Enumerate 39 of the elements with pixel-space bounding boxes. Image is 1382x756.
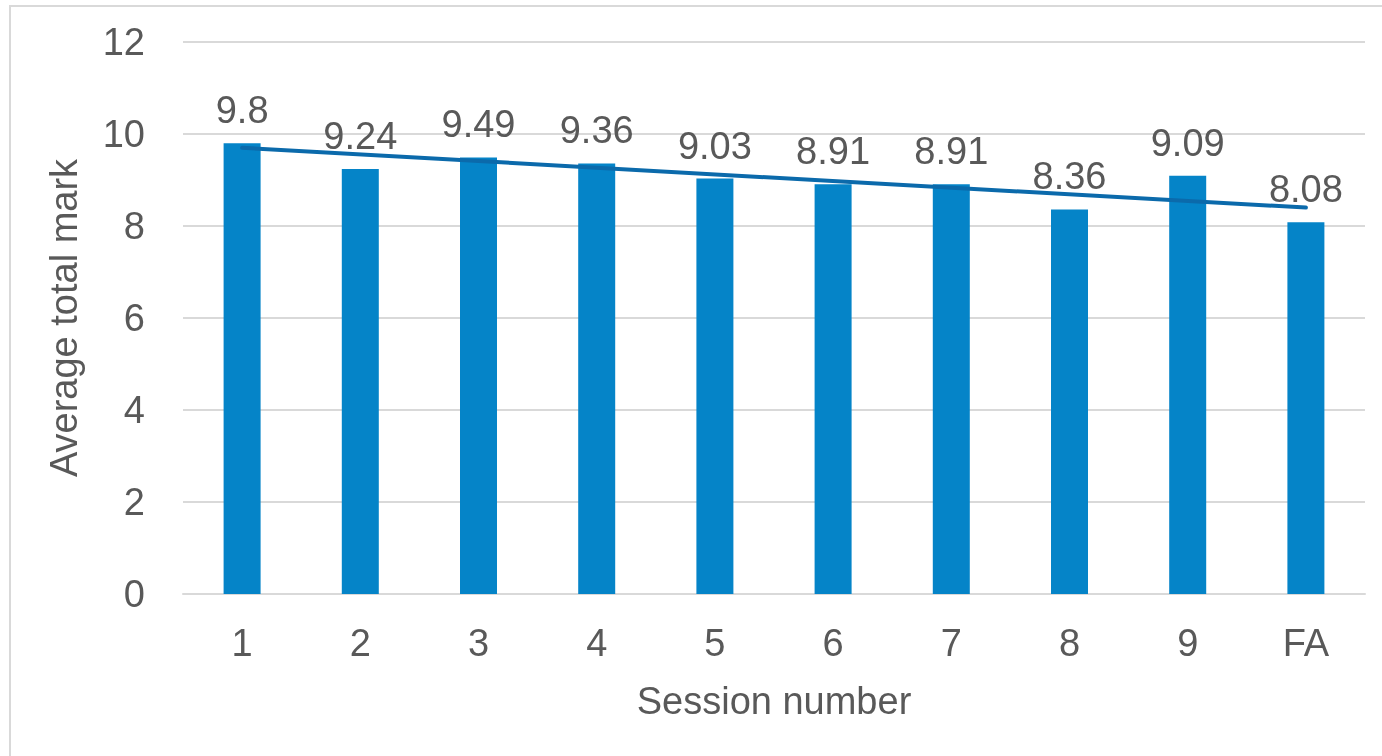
data-label: 8.08 [1268,168,1343,211]
y-tick-label: 8 [123,205,145,247]
y-axis-title: Average total mark [43,157,85,478]
bar [460,157,497,594]
bar [1287,222,1325,594]
bar [932,184,970,594]
bar [814,184,852,594]
x-tick-label: 2 [349,622,371,664]
y-tick-label: 2 [123,481,145,523]
y-tick-label: 12 [102,21,145,63]
bar [696,178,734,594]
data-label: 9.03 [677,124,752,167]
bar [578,163,616,594]
data-label: 9.49 [441,103,516,146]
x-tick-label: 7 [940,622,962,664]
bar [223,143,261,594]
data-label: 8.91 [796,130,871,173]
y-tick-label: 4 [123,389,145,431]
x-tick-label: 9 [1177,622,1199,664]
bar [1169,175,1207,594]
x-tick-label: FA [1282,622,1330,664]
x-tick-label: 3 [467,622,490,664]
x-tick-label: 8 [1058,622,1081,664]
bar [1051,209,1088,594]
x-tick-label: 1 [231,622,253,664]
data-label: 8.91 [914,130,989,173]
y-tick-label: 0 [123,573,145,615]
x-axis-title: Session number [636,680,912,722]
bar [341,168,379,594]
x-tick-label: 5 [704,622,726,664]
data-label: 9.8 [215,89,269,132]
data-label: 9.36 [559,109,634,152]
data-label: 9.09 [1150,121,1225,164]
x-tick-label: 6 [822,622,844,664]
y-tick-label: 10 [102,113,145,155]
data-label: 9.24 [323,114,398,157]
x-tick-label: 4 [586,622,608,664]
data-label: 8.36 [1032,155,1107,198]
y-tick-label: 6 [123,297,145,339]
